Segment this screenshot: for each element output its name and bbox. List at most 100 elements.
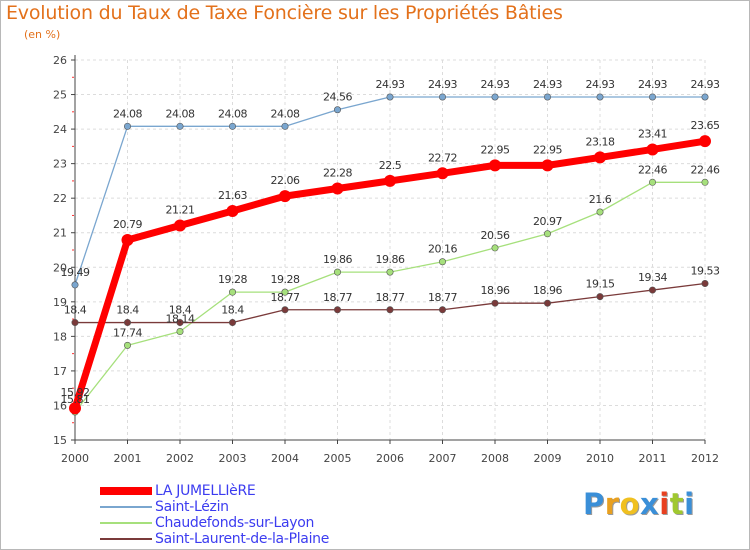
data-label: 18.96: [533, 284, 562, 297]
x-tick-label: 2010: [586, 452, 614, 465]
y-tick-label: 25: [53, 89, 67, 102]
y-tick-label: 24: [53, 123, 67, 136]
unit-label: (en %): [24, 28, 61, 41]
series-point: [384, 174, 396, 187]
logo-letter: x: [640, 487, 660, 521]
y-tick-label: 22: [53, 192, 67, 205]
data-label: 24.08: [271, 107, 300, 120]
series-point: [331, 182, 344, 195]
data-label: 24.08: [113, 107, 142, 120]
y-tick-label: 23: [53, 158, 67, 171]
data-label: 24.93: [691, 78, 720, 91]
series-point: [701, 178, 709, 186]
series-point: [176, 122, 184, 130]
data-label: 17.74: [113, 326, 142, 339]
data-label: 24.08: [218, 107, 247, 120]
series-point: [121, 233, 134, 246]
x-tick-label: 2005: [324, 452, 352, 465]
series-point: [648, 93, 656, 101]
series-point: [226, 204, 239, 217]
x-tick-label: 2003: [219, 452, 247, 465]
logo-letter: i: [684, 487, 695, 521]
data-label: 22.5: [379, 159, 402, 172]
data-label: 18.4: [169, 304, 192, 317]
data-label: 24.56: [323, 91, 352, 104]
legend-swatch: [100, 538, 152, 540]
series-point: [229, 122, 237, 130]
data-label: 22.06: [271, 174, 300, 187]
axes: 15 16 17 18 19 20 21 22 23 24 25 26 2000 2001 2002 2003…: [53, 54, 719, 465]
data-label: 18.77: [428, 291, 457, 304]
data-labels: 15.92 20.79 21.21 21.63 22.06 22.28 22.5 22.72 2…: [61, 78, 721, 406]
series-point: [543, 299, 551, 307]
y-tick-label: 26: [53, 54, 67, 67]
data-label: 20.97: [533, 215, 562, 228]
data-label: 22.95: [533, 143, 562, 156]
series-point: [124, 319, 132, 327]
series-point: [176, 319, 184, 327]
series-point: [333, 268, 341, 276]
data-label: 20.56: [481, 229, 510, 242]
data-label: 24.93: [481, 78, 510, 91]
series-point: [69, 402, 81, 415]
series-point: [386, 306, 394, 314]
series-point: [438, 93, 446, 101]
series-point: [646, 143, 659, 156]
x-tick-label: 2000: [61, 452, 89, 465]
line-chart: 15 16 17 18 19 20 21 22 23 24 25 26 2000 2001 2002 2003…: [53, 54, 721, 465]
data-label: 18.77: [271, 291, 300, 304]
series-point: [491, 93, 499, 101]
data-label: 22.46: [638, 163, 667, 176]
series-point: [491, 299, 499, 307]
data-label: 19.86: [376, 253, 405, 266]
series-point: [596, 208, 604, 216]
x-tick-label: 2012: [691, 452, 719, 465]
series-point: [541, 159, 554, 172]
series-point: [386, 93, 394, 101]
series-point: [279, 190, 291, 203]
logo-letter: t: [669, 487, 685, 521]
y-tick-label: 18: [53, 330, 67, 343]
series-point: [596, 93, 604, 101]
chart-title: Evolution du Taux de Taxe Foncière sur l…: [6, 2, 563, 24]
series-point: [648, 178, 656, 186]
data-label: 21.6: [589, 193, 612, 206]
series-point: [543, 230, 551, 238]
data-label: 23.18: [586, 135, 615, 148]
data-label: 18.4: [64, 304, 87, 317]
x-tick-label: 2001: [114, 452, 142, 465]
x-tick-label: 2006: [376, 452, 404, 465]
data-label: 22.28: [323, 167, 352, 180]
data-label: 23.65: [691, 119, 720, 132]
series-point: [124, 122, 132, 130]
data-label: 18.4: [221, 304, 244, 317]
data-label: 15.92: [61, 386, 90, 399]
series-point: [596, 293, 604, 301]
data-label: 15.81: [61, 393, 90, 406]
legend-label: Saint-Lézin: [155, 499, 229, 515]
x-tick-label: 2007: [429, 452, 457, 465]
series-point: [229, 288, 237, 296]
legend-swatch: [100, 487, 152, 495]
legend-swatch: [100, 506, 152, 508]
series-point: [71, 319, 79, 327]
y-tick-label: 15: [53, 434, 67, 447]
data-label: 24.93: [586, 78, 615, 91]
legend-label: Chaudefonds-sur-Layon: [155, 515, 315, 531]
series-point: [701, 280, 709, 288]
series-point: [543, 93, 551, 101]
x-tick-label: 2011: [639, 452, 667, 465]
series-point: [281, 122, 289, 130]
series-point: [701, 93, 709, 101]
data-label: 22.46: [691, 163, 720, 176]
legend-label: Saint-Laurent-de-la-Plaine: [155, 531, 330, 547]
series-point: [438, 258, 446, 266]
series-point: [281, 288, 289, 296]
y-tick-label: 19: [53, 296, 67, 309]
data-label: 24.93: [533, 78, 562, 91]
data-label: 19.15: [586, 278, 615, 291]
series-point: [594, 151, 606, 164]
data-label: 20.79: [113, 218, 142, 231]
series-point: [648, 286, 656, 294]
